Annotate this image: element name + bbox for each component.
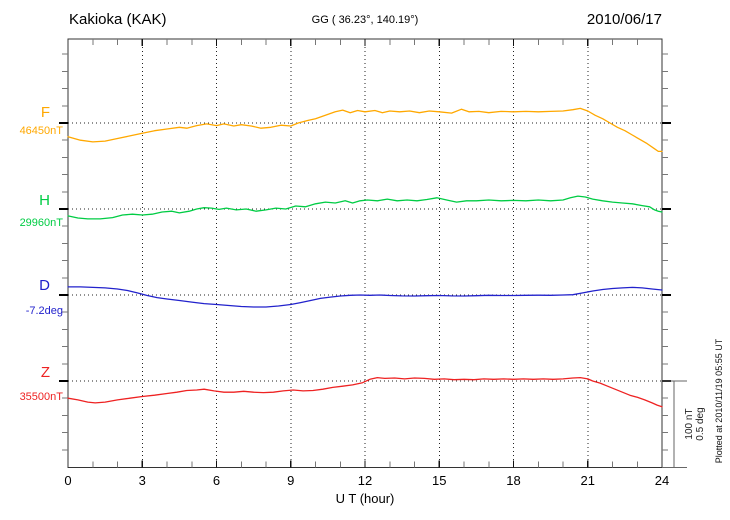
scale-bar-label: 100 nT 0.5 deg [684, 407, 706, 440]
geographic-coordinates: GG ( 36.23°, 140.19°) [311, 14, 419, 26]
series-letter-Z: Z [40, 364, 50, 381]
series-letter-H: H [39, 192, 50, 209]
x-tick-label-12: 12 [357, 473, 373, 488]
series-baseline-value-D: -7.2deg [25, 305, 63, 317]
x-tick-label-3: 3 [138, 473, 146, 488]
series-letter-D: D [39, 277, 50, 294]
series-letter-F: F [40, 104, 50, 121]
x-tick-label-21: 21 [580, 473, 595, 488]
trace-F [67, 107, 663, 153]
x-tick-label-6: 6 [212, 473, 221, 488]
series-baseline-value-F: 46450nT [19, 125, 63, 137]
series-baseline-value-Z: 35500nT [19, 391, 63, 403]
trace-Z [67, 376, 663, 408]
x-tick-label-15: 15 [432, 473, 447, 488]
series-baseline-value-H: 29960nT [19, 217, 63, 229]
scale-bar-nt-label: 100 nT [684, 408, 695, 440]
x-tick-label-24: 24 [654, 473, 670, 488]
x-axis-title: U T (hour) [335, 491, 395, 506]
plot-date: 2010/06/17 [586, 11, 662, 28]
x-tick-label-18: 18 [506, 473, 521, 488]
plotted-at-note: Plotted at 2010/11/19 05:55 UT [714, 338, 724, 464]
observatory-title: Kakioka (KAK) [69, 11, 167, 28]
x-tick-label-9: 9 [287, 473, 295, 488]
x-tick-label-0: 0 [64, 473, 72, 488]
trace-H [67, 195, 663, 220]
scale-bar-deg-label: 0.5 deg [695, 407, 706, 441]
trace-D [67, 286, 663, 308]
